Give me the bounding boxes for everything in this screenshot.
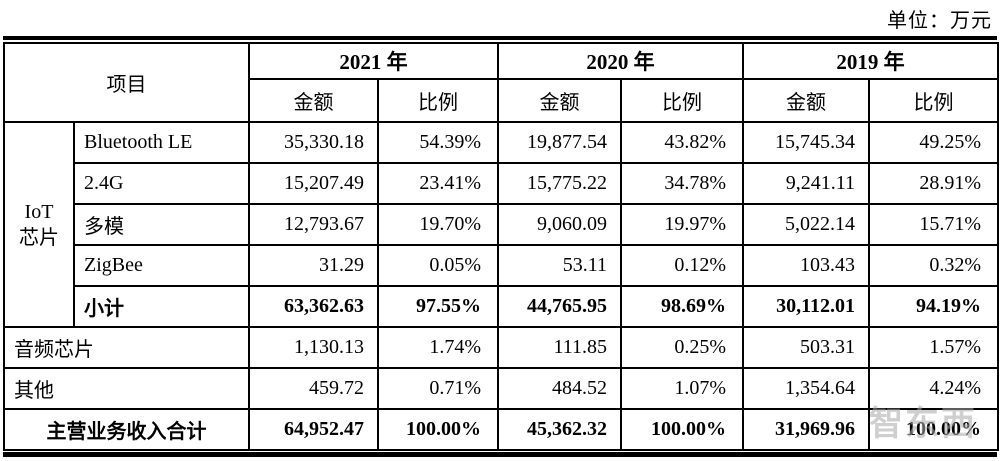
top-rule bbox=[3, 36, 997, 40]
cell-amount-2019: 30,112.01 bbox=[742, 285, 870, 328]
unit-label: 单位：万元 bbox=[887, 10, 992, 32]
table-row-zigbee: ZigBee 31.29 0.05% 53.11 0.12% 103.43 0.… bbox=[4, 244, 999, 287]
row-label-total: 主营业务收入合计 bbox=[3, 408, 250, 451]
cell-amount-2021: 12,793.67 bbox=[248, 203, 379, 246]
header-row-metrics: 金额 比例 金额 比例 金额 比例 bbox=[4, 78, 999, 123]
iot-group-label: IoT 芯片 bbox=[3, 121, 75, 328]
cell-amount-2020: 111.85 bbox=[497, 326, 622, 369]
cell-ratio-2021: 0.05% bbox=[377, 244, 499, 287]
cell-ratio-2021: 19.70% bbox=[377, 203, 499, 246]
row-label: 多模 bbox=[73, 203, 250, 246]
cell-amount-2019: 1,354.64 bbox=[742, 367, 870, 410]
cell-amount-2021: 63,362.63 bbox=[248, 285, 379, 328]
cell-amount-2019: 31,969.96 bbox=[742, 408, 870, 451]
cell-ratio-2021: 1.74% bbox=[377, 326, 499, 369]
cell-ratio-2021: 23.41% bbox=[377, 162, 499, 205]
cell-ratio-2020: 43.82% bbox=[620, 121, 744, 164]
header-year-2020: 2020 年 bbox=[497, 42, 744, 80]
cell-ratio-2020: 0.25% bbox=[620, 326, 744, 369]
table-row-total: 主营业务收入合计 64,952.47 100.00% 45,362.32 100… bbox=[3, 408, 999, 451]
header-row-years: 项目 2021 年 2020 年 2019 年 bbox=[3, 42, 999, 123]
cell-amount-2021: 35,330.18 bbox=[248, 121, 379, 164]
cell-ratio-2019: 0.32% bbox=[868, 244, 999, 287]
cell-amount-2020: 45,362.32 bbox=[497, 408, 622, 451]
header-ratio-2019: 比例 bbox=[868, 78, 999, 123]
bottom-rule bbox=[3, 452, 997, 457]
row-label: 其他 bbox=[3, 367, 250, 410]
row-label: 2.4G bbox=[73, 162, 250, 205]
header-year-2019: 2019 年 bbox=[742, 42, 999, 80]
cell-ratio-2020: 19.97% bbox=[620, 203, 744, 246]
cell-ratio-2021: 97.55% bbox=[377, 285, 499, 328]
cell-amount-2019: 103.43 bbox=[742, 244, 870, 287]
header-item: 项目 bbox=[3, 42, 250, 123]
row-label: Bluetooth LE bbox=[73, 121, 250, 164]
cell-ratio-2019: 4.24% bbox=[868, 367, 999, 410]
table-row-24g: 2.4G 15,207.49 23.41% 15,775.22 34.78% 9… bbox=[4, 162, 999, 205]
header-ratio-2021: 比例 bbox=[377, 78, 499, 123]
revenue-table-block: 项目 2021 年 2020 年 2019 年 金额 比例 金额 比例 金额 比… bbox=[3, 36, 999, 457]
cell-ratio-2020: 34.78% bbox=[620, 162, 744, 205]
cell-ratio-2020: 0.12% bbox=[620, 244, 744, 287]
cell-amount-2020: 44,765.95 bbox=[497, 285, 622, 328]
cell-ratio-2020: 100.00% bbox=[620, 408, 744, 451]
table-row-audio-chip: 音频芯片 1,130.13 1.74% 111.85 0.25% 503.31 … bbox=[3, 326, 999, 369]
cell-ratio-2019: 100.00% bbox=[868, 408, 999, 451]
cell-amount-2020: 484.52 bbox=[497, 367, 622, 410]
cell-amount-2019: 5,022.14 bbox=[742, 203, 870, 246]
table-row-bluetooth-le: IoT 芯片 Bluetooth LE 35,330.18 54.39% 19,… bbox=[3, 121, 999, 328]
header-amount-2020: 金额 bbox=[497, 78, 622, 123]
cell-amount-2020: 9,060.09 bbox=[497, 203, 622, 246]
header-amount-2021: 金额 bbox=[248, 78, 379, 123]
row-label: 音频芯片 bbox=[3, 326, 250, 369]
cell-amount-2021: 459.72 bbox=[248, 367, 379, 410]
revenue-table: 项目 2021 年 2020 年 2019 年 金额 比例 金额 比例 金额 比… bbox=[3, 42, 999, 451]
header-year-2021: 2021 年 bbox=[248, 42, 499, 80]
cell-ratio-2021: 0.71% bbox=[377, 367, 499, 410]
header-ratio-2020: 比例 bbox=[620, 78, 744, 123]
cell-ratio-2021: 100.00% bbox=[377, 408, 499, 451]
cell-amount-2020: 19,877.54 bbox=[497, 121, 622, 164]
cell-amount-2019: 9,241.11 bbox=[742, 162, 870, 205]
cell-amount-2019: 15,745.34 bbox=[742, 121, 870, 164]
cell-ratio-2019: 1.57% bbox=[868, 326, 999, 369]
cell-ratio-2019: 49.25% bbox=[868, 121, 999, 164]
iot-group-line2: 芯片 bbox=[19, 226, 59, 249]
cell-ratio-2019: 28.91% bbox=[868, 162, 999, 205]
iot-group-line1: IoT bbox=[24, 200, 54, 223]
table-row-multimode: 多模 12,793.67 19.70% 9,060.09 19.97% 5,02… bbox=[4, 203, 999, 246]
header-amount-2019: 金额 bbox=[742, 78, 870, 123]
row-label: ZigBee bbox=[73, 244, 250, 287]
cell-amount-2021: 64,952.47 bbox=[248, 408, 379, 451]
cell-ratio-2020: 1.07% bbox=[620, 367, 744, 410]
cell-amount-2021: 1,130.13 bbox=[248, 326, 379, 369]
cell-ratio-2021: 54.39% bbox=[377, 121, 499, 164]
table-row-other: 其他 459.72 0.71% 484.52 1.07% 1,354.64 4.… bbox=[3, 367, 999, 410]
cell-ratio-2019: 94.19% bbox=[868, 285, 999, 328]
cell-ratio-2020: 98.69% bbox=[620, 285, 744, 328]
cell-amount-2020: 53.11 bbox=[497, 244, 622, 287]
cell-amount-2020: 15,775.22 bbox=[497, 162, 622, 205]
cell-amount-2021: 15,207.49 bbox=[248, 162, 379, 205]
table-row-iot-subtotal: 小计 63,362.63 97.55% 44,765.95 98.69% 30,… bbox=[4, 285, 999, 328]
cell-ratio-2019: 15.71% bbox=[868, 203, 999, 246]
row-label: 小计 bbox=[73, 285, 250, 328]
cell-amount-2019: 503.31 bbox=[742, 326, 870, 369]
cell-amount-2021: 31.29 bbox=[248, 244, 379, 287]
